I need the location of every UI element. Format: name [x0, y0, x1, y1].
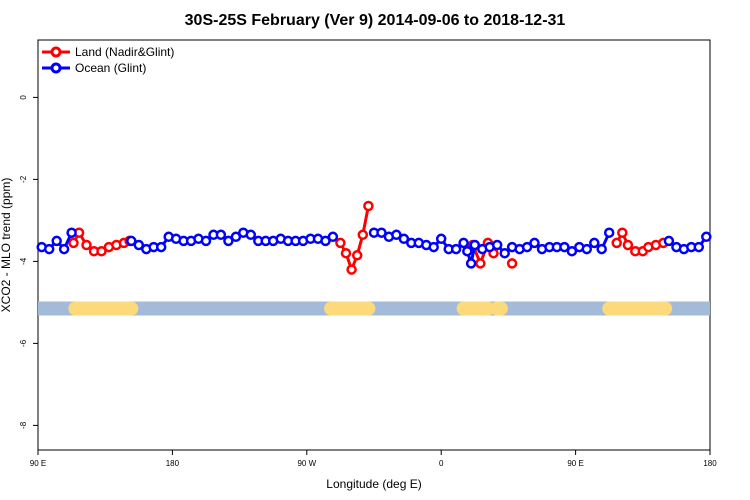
- legend-ocean-label: Ocean (Glint): [75, 61, 146, 75]
- y-tick-label: -4: [19, 257, 28, 265]
- data-point: [450, 243, 462, 255]
- legend-land-marker: [50, 46, 62, 58]
- x-tick-label: 0: [439, 459, 444, 468]
- data-point: [559, 241, 570, 253]
- x-tick-label: 90 W: [297, 459, 316, 468]
- y-axis: 0 -2 -4 -6 -8: [19, 95, 38, 429]
- chart-title: 30S-25S February (Ver 9) 2014-09-06 to 2…: [185, 12, 566, 29]
- legend-entry-ocean: Ocean (Glint): [42, 61, 146, 75]
- data-point: [245, 229, 257, 241]
- data-point: [529, 237, 540, 249]
- data-point: [469, 239, 481, 251]
- data-point: [81, 239, 92, 251]
- data-point: [58, 243, 70, 255]
- data-point: [611, 237, 622, 249]
- data-point: [223, 235, 234, 247]
- data-point: [155, 241, 167, 253]
- data-point: [363, 200, 374, 212]
- data-point: [68, 237, 79, 249]
- data-point: [215, 229, 227, 241]
- legend-entry-land: Land (Nadir&Glint): [42, 45, 174, 59]
- data-point: [506, 258, 518, 269]
- data-point: [566, 245, 578, 257]
- data-point: [357, 229, 369, 241]
- y-axis-label: XCO2 - MLO trend (ppm): [0, 178, 13, 313]
- data-point: [435, 233, 447, 245]
- x-tick-label: 90 E: [567, 459, 583, 468]
- data-point: [462, 245, 473, 257]
- data-point: [200, 235, 212, 247]
- data-point: [499, 247, 510, 259]
- y-tick-label: -8: [19, 421, 28, 429]
- y-tick-label: -2: [19, 175, 28, 183]
- data-point: [663, 235, 675, 247]
- series-layer: [36, 200, 712, 275]
- x-axis: 90 E 180 90 W 0 90 E 180: [30, 450, 717, 468]
- data-point: [589, 237, 600, 249]
- x-axis-label: Longitude (deg E): [326, 477, 421, 491]
- series-land: [68, 200, 669, 275]
- data-point: [603, 227, 615, 238]
- data-point: [596, 243, 607, 255]
- data-point: [458, 237, 469, 249]
- data-point: [66, 227, 77, 238]
- data-point: [475, 258, 486, 269]
- data-point: [622, 239, 634, 251]
- legend-land-label: Land (Nadir&Glint): [75, 45, 174, 59]
- data-point: [230, 231, 242, 243]
- data-point: [351, 250, 363, 261]
- data-point: [398, 233, 410, 245]
- data-point: [491, 239, 503, 251]
- data-point: [428, 241, 439, 253]
- series-ocean: [36, 227, 712, 269]
- data-point: [617, 227, 628, 238]
- data-point: [320, 235, 331, 247]
- data-point: [391, 229, 402, 241]
- data-point: [701, 231, 712, 243]
- data-point: [581, 243, 593, 255]
- legend: Land (Nadir&Glint) Ocean (Glint): [42, 45, 174, 75]
- data-point: [376, 227, 387, 238]
- data-point: [43, 243, 55, 255]
- y-tick-label: -6: [19, 339, 28, 347]
- data-point: [51, 235, 62, 247]
- x-tick-label: 180: [703, 459, 717, 468]
- data-point: [133, 239, 145, 251]
- data-point: [521, 241, 533, 253]
- data-point: [340, 247, 352, 259]
- data-point: [465, 258, 477, 269]
- data-point: [327, 231, 339, 243]
- x-tick-label: 90 E: [30, 459, 46, 468]
- data-point: [335, 237, 346, 249]
- legend-ocean-marker: [50, 62, 62, 74]
- y-tick-label: 0: [19, 95, 28, 100]
- data-point: [346, 264, 357, 275]
- data-point: [126, 235, 137, 247]
- x-tick-label: 180: [166, 459, 180, 468]
- data-point: [693, 241, 705, 253]
- data-point: [96, 245, 107, 257]
